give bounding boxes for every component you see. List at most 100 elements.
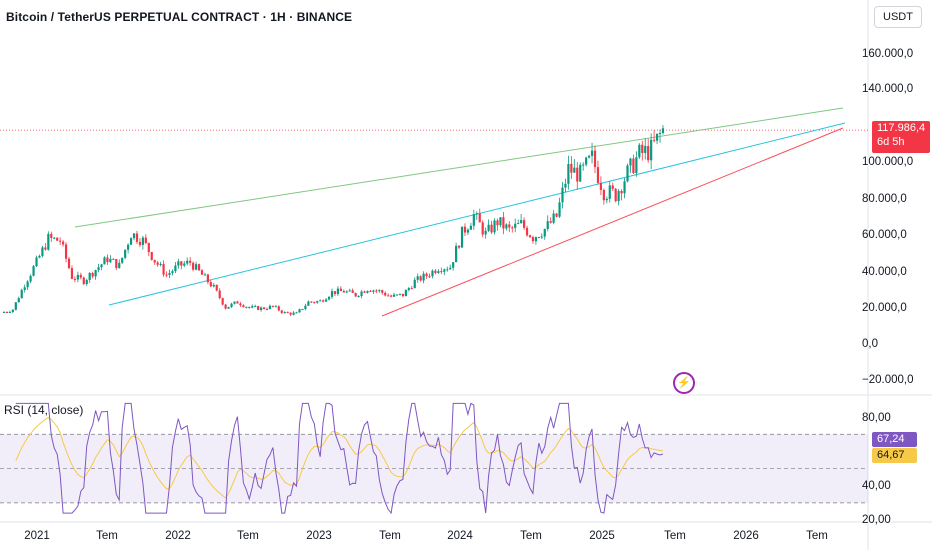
candle-body	[419, 276, 422, 281]
time-tick: Tem	[96, 530, 118, 542]
candle-body	[543, 228, 546, 237]
candle-body	[567, 163, 570, 184]
candle-body	[508, 224, 511, 228]
candle-body	[378, 290, 381, 292]
candle-body	[655, 133, 659, 141]
time-tick: Tem	[379, 530, 401, 542]
candle-body	[168, 273, 171, 275]
candle-body	[623, 181, 626, 194]
rsi-indicator-label[interactable]: RSI (14, close)	[4, 403, 84, 417]
candle-body	[295, 312, 298, 314]
candle-body	[357, 295, 360, 297]
candle-body	[200, 270, 204, 275]
candle-body	[259, 307, 263, 310]
symbol-title[interactable]: Bitcoin / TetherUS PERPETUAL CONTRACT · …	[6, 10, 353, 24]
candle-body	[327, 296, 331, 300]
lower-trendline	[381, 127, 844, 317]
upper-trendline	[74, 107, 844, 228]
candle-body	[14, 302, 17, 310]
candle-body	[472, 214, 475, 226]
candle-body	[460, 226, 464, 248]
time-tick: 2025	[589, 530, 615, 542]
candle-body	[387, 295, 390, 297]
candle-body	[493, 220, 496, 233]
candle-body	[29, 275, 32, 282]
candle-body	[617, 190, 620, 202]
candle-body	[528, 235, 532, 238]
candle-body	[324, 299, 328, 302]
last-price-value: 117.986,4	[877, 122, 926, 134]
candle-body	[443, 269, 446, 272]
candle-body	[224, 304, 227, 309]
candle-body	[345, 291, 348, 293]
candle-body	[230, 303, 233, 307]
candle-body	[395, 294, 399, 296]
candle-body	[422, 273, 425, 281]
candle-body	[369, 290, 372, 292]
candle-body	[522, 220, 526, 228]
candle-body	[32, 266, 35, 276]
candle-body	[428, 276, 431, 278]
candle-body	[635, 157, 638, 174]
time-tick: Tem	[237, 530, 259, 542]
currency-button[interactable]: USDT	[874, 6, 922, 28]
candle-body	[555, 213, 558, 217]
candle-body	[632, 158, 635, 174]
candle-body	[437, 271, 440, 274]
candle-body	[348, 290, 351, 292]
candle-body	[546, 221, 549, 229]
time-tick: 2021	[24, 530, 50, 542]
candle-body	[339, 288, 342, 292]
candle-body	[425, 273, 428, 277]
candle-body	[147, 242, 150, 253]
candle-body	[611, 185, 614, 189]
candle-body	[91, 272, 94, 277]
candle-body	[85, 279, 88, 285]
candle-body	[392, 294, 396, 297]
candle-body	[121, 257, 124, 263]
candle-body	[251, 306, 254, 308]
candle-body	[372, 290, 375, 292]
candle-body	[310, 301, 313, 303]
candle-body	[658, 133, 662, 135]
candle-body	[549, 221, 552, 223]
candle-body	[47, 233, 50, 250]
candle-body	[449, 267, 452, 270]
candle-body	[124, 249, 127, 258]
candle-body	[390, 295, 393, 297]
candle-body	[404, 290, 407, 297]
time-tick: Tem	[664, 530, 686, 542]
lightning-icon[interactable]: ⚡	[673, 372, 695, 394]
candle-body	[115, 259, 118, 269]
candle-body	[23, 287, 26, 290]
candle-body	[490, 224, 493, 233]
time-tick: 2026	[733, 530, 759, 542]
candle-body	[440, 271, 443, 273]
candle-body	[35, 257, 38, 267]
candle-body	[177, 261, 180, 266]
candle-body	[579, 164, 582, 182]
candle-body	[398, 293, 402, 295]
candle-body	[88, 272, 91, 280]
candle-body	[38, 255, 41, 258]
candle-body	[360, 291, 363, 296]
rsi-ma-line	[15, 416, 664, 499]
candle-body	[316, 301, 319, 303]
candle-body	[661, 128, 665, 134]
candle-body	[50, 233, 53, 238]
candle-body	[401, 293, 405, 297]
candle-body	[144, 237, 147, 243]
candle-body	[97, 267, 100, 271]
candle-body	[590, 150, 594, 156]
candle-body	[132, 233, 136, 239]
candle-body	[333, 291, 337, 295]
candle-body	[239, 303, 242, 306]
candle-body	[517, 223, 520, 225]
price-tick: 40.000,0	[862, 266, 907, 278]
candle-body	[20, 289, 23, 299]
candle-body	[484, 230, 487, 235]
candle-body	[322, 300, 325, 302]
candle-body	[103, 257, 106, 265]
candle-body	[280, 310, 283, 313]
